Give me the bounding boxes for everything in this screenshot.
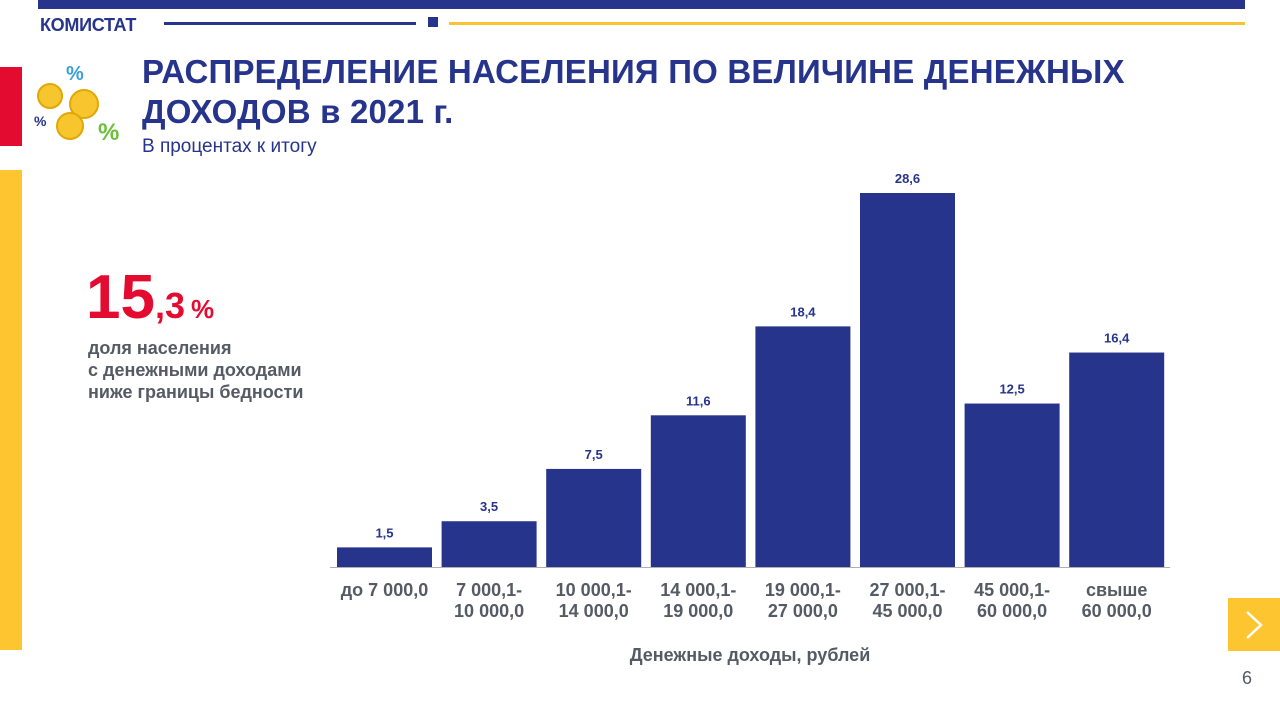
x-tick-label: 14 000,1-	[660, 580, 736, 600]
x-tick-label: 14 000,0	[559, 601, 629, 621]
x-tick-label: 60 000,0	[1082, 601, 1152, 621]
x-tick-label: 10 000,0	[454, 601, 524, 621]
side-accent-yellow	[0, 170, 22, 650]
bar-value-label: 16,4	[1104, 331, 1130, 346]
bar-value-label: 18,4	[790, 304, 816, 319]
x-tick-label: 45 000,0	[872, 601, 942, 621]
kpi-desc-line: доля населения	[88, 338, 232, 358]
svg-text:%: %	[66, 63, 84, 85]
bar-value-label: 12,5	[999, 382, 1024, 397]
bar-value-label: 3,5	[480, 499, 498, 514]
bar	[546, 468, 642, 567]
bar	[755, 326, 851, 567]
bar	[860, 193, 955, 567]
bar	[650, 415, 746, 567]
top-bar	[38, 0, 1245, 9]
x-axis-label: Денежные доходы, рублей	[629, 645, 871, 665]
kpi-desc-line: ниже границы бедности	[88, 382, 304, 402]
x-tick-label: 19 000,0	[663, 601, 733, 621]
x-tick-label: 10 000,1-	[556, 580, 632, 600]
x-tick-label: 27 000,1-	[869, 580, 945, 600]
chevron-right-icon	[1246, 610, 1263, 639]
kpi-desc-line: с денежными доходами	[88, 360, 302, 380]
kpi-value-int: 15	[86, 263, 155, 332]
kpi-unit: %	[191, 294, 215, 324]
x-tick-label: 60 000,0	[977, 601, 1047, 621]
bar	[1069, 352, 1165, 567]
kpi-value-frac: ,3	[154, 285, 185, 326]
bar	[441, 521, 537, 567]
coins-percent-icon: % % %	[34, 63, 119, 146]
x-tick-label: 27 000,0	[768, 601, 838, 621]
x-tick-label: 45 000,1-	[974, 580, 1050, 600]
bar-value-label: 7,5	[585, 447, 603, 462]
svg-text:%: %	[98, 119, 119, 146]
header-line-blue	[164, 22, 416, 25]
x-tick-label: 19 000,1-	[765, 580, 841, 600]
x-tick-label: 7 000,1-	[456, 580, 522, 600]
bar-value-label: 1,5	[375, 525, 393, 540]
page-title: РАСПРЕДЕЛЕНИЕ НАСЕЛЕНИЯ ПО ВЕЛИЧИНЕ ДЕНЕ…	[142, 53, 1125, 130]
header-square	[428, 17, 438, 27]
next-slide-button[interactable]	[1228, 598, 1280, 651]
bar-value-label: 28,6	[895, 171, 920, 186]
side-accent-red	[0, 67, 22, 146]
kpi-description: доля населения с денежными доходами ниже…	[88, 337, 303, 403]
poverty-kpi: 15,3%	[86, 262, 214, 333]
bar-value-label: 11,6	[686, 393, 711, 408]
bar	[337, 547, 432, 567]
bar	[964, 403, 1060, 567]
brand-logo: КОМИСТАТ	[40, 15, 137, 35]
header-line-yellow	[449, 22, 1245, 25]
x-tick-label: свыше	[1086, 580, 1147, 600]
svg-text:%: %	[34, 113, 47, 129]
page-number: 6	[1241, 668, 1252, 688]
page-subtitle: В процентах к итогу	[142, 136, 317, 157]
x-tick-label: до 7 000,0	[341, 580, 428, 600]
